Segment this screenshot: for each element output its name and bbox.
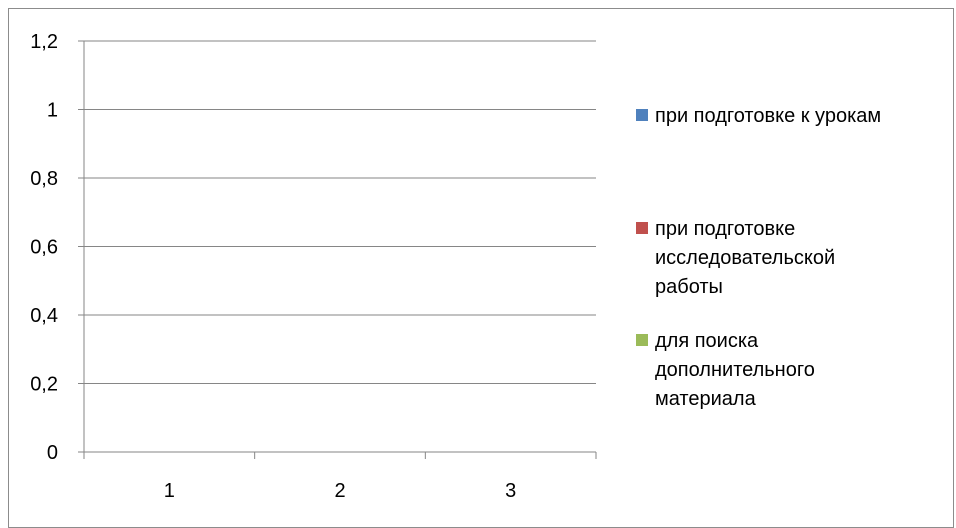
legend-label-line: для поиска xyxy=(655,330,759,352)
y-tick-label: 0,6 xyxy=(30,237,58,259)
legend: при подготовке к урокам при подготовке исс… xyxy=(636,105,881,410)
y-tick-label: 0,8 xyxy=(30,168,58,190)
y-tick-label: 0 xyxy=(47,442,58,464)
y-tick-label: 0,4 xyxy=(30,305,58,327)
legend-swatch xyxy=(636,334,648,346)
legend-label-line: работы xyxy=(655,276,723,298)
axes xyxy=(78,40,597,459)
legend-label-line: при подготовке к урокам xyxy=(655,105,881,127)
legend-item: при подготовке к урокам xyxy=(636,105,881,127)
x-tick-label: 2 xyxy=(334,480,345,502)
legend-item: для поиска дополнительного материала xyxy=(636,330,815,410)
x-tick-label: 3 xyxy=(505,480,516,502)
legend-label-line: исследовательской xyxy=(655,247,835,269)
gridlines xyxy=(84,40,596,384)
y-tick-labels: 0 0,2 0,4 0,6 0,8 1 1,2 xyxy=(30,31,58,464)
x-tick-label: 1 xyxy=(164,480,175,502)
legend-label-line: материала xyxy=(655,388,757,410)
legend-label-line: при подготовке xyxy=(655,218,795,240)
y-tick-label: 1 xyxy=(47,100,58,122)
y-tick-label: 0,2 xyxy=(30,374,58,396)
legend-item: при подготовке исследовательской работы xyxy=(636,218,835,298)
legend-swatch xyxy=(636,109,648,121)
x-tick-labels: 1 2 3 xyxy=(164,480,516,502)
legend-swatch xyxy=(636,222,648,234)
chart-area: 0 0,2 0,4 0,6 0,8 1 1,2 1 2 3 при подготовке к у… xyxy=(30,31,881,502)
legend-label-line: дополнительного xyxy=(655,359,815,381)
y-tick-label: 1,2 xyxy=(30,31,58,53)
